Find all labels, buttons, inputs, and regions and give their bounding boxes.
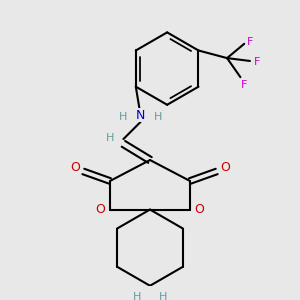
Text: O: O bbox=[195, 203, 205, 216]
Text: H: H bbox=[106, 133, 114, 143]
Text: N: N bbox=[136, 109, 145, 122]
Text: O: O bbox=[70, 161, 80, 174]
Text: O: O bbox=[220, 161, 230, 174]
Text: H: H bbox=[119, 112, 128, 122]
Text: O: O bbox=[95, 203, 105, 216]
Text: F: F bbox=[241, 80, 247, 90]
Text: H: H bbox=[159, 292, 167, 300]
Text: F: F bbox=[254, 57, 261, 67]
Text: H: H bbox=[133, 292, 141, 300]
Text: F: F bbox=[247, 37, 253, 47]
Text: H: H bbox=[154, 112, 162, 122]
